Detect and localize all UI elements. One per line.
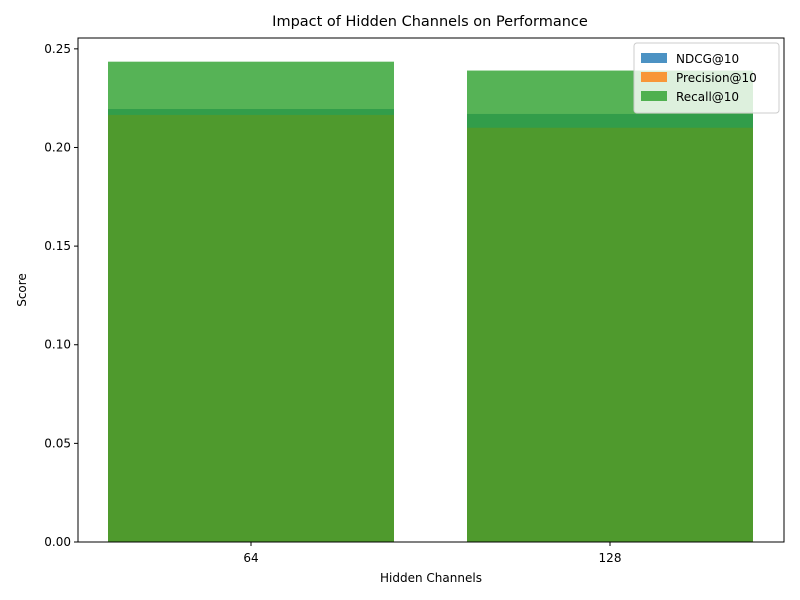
y-tick-label: 0.05 — [44, 436, 71, 450]
legend-label: Recall@10 — [676, 90, 739, 104]
x-tick-label: 64 — [243, 551, 258, 565]
legend-swatch — [641, 53, 667, 63]
y-axis: 0.00 0.05 0.10 0.15 0.20 0.25 — [44, 42, 78, 549]
plot-frame — [77, 37, 785, 543]
bar-recall-10-64 — [108, 61, 394, 542]
legend-swatch — [641, 72, 667, 82]
legend-box — [633, 42, 780, 114]
x-axis: 64 128 — [243, 542, 621, 565]
chart-title: Impact of Hidden Channels on Performance — [272, 14, 588, 30]
legend: NDCG@10 Precision@10 Recall@10 — [633, 42, 780, 114]
legend-label: NDCG@10 — [676, 52, 739, 66]
legend-swatch — [641, 91, 667, 101]
y-tick-label: 0.25 — [44, 42, 71, 56]
x-tick-label: 128 — [599, 551, 622, 565]
bar-recall-10-128 — [467, 70, 753, 542]
y-tick-label: 0.15 — [44, 239, 71, 253]
bars-group — [108, 61, 753, 543]
legend-label: Precision@10 — [676, 71, 757, 85]
x-axis-label: Hidden Channels — [380, 571, 482, 585]
y-axis-label: Score — [15, 273, 29, 307]
y-tick-label: 0.10 — [44, 338, 71, 352]
y-tick-label: 0.20 — [44, 140, 71, 154]
y-tick-label: 0.00 — [44, 535, 71, 549]
